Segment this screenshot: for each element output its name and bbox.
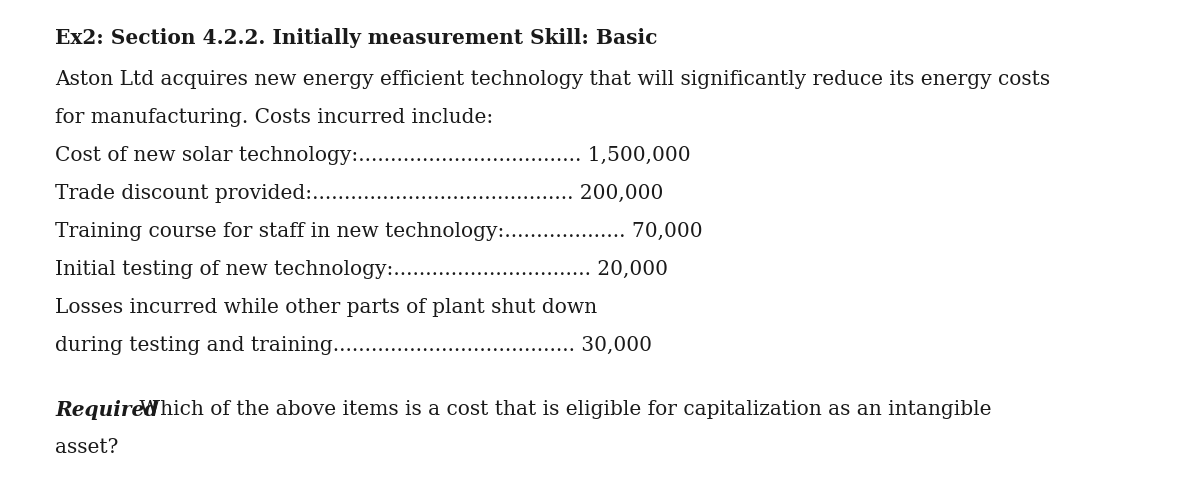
Text: Training course for staff in new technology:................... 70,000: Training course for staff in new technol… xyxy=(55,222,703,241)
Text: Which of the above items is a cost that is eligible for capitalization as an int: Which of the above items is a cost that … xyxy=(133,400,991,419)
Text: asset?: asset? xyxy=(55,438,119,457)
Text: for manufacturing. Costs incurred include:: for manufacturing. Costs incurred includ… xyxy=(55,108,493,127)
Text: Trade discount provided:......................................... 200,000: Trade discount provided:................… xyxy=(55,184,664,203)
Text: Initial testing of new technology:............................... 20,000: Initial testing of new technology:......… xyxy=(55,260,668,279)
Text: Aston Ltd acquires new energy efficient technology that will significantly reduc: Aston Ltd acquires new energy efficient … xyxy=(55,70,1050,89)
Text: during testing and training...................................... 30,000: during testing and training.............… xyxy=(55,336,652,355)
Text: Ex2: Section 4.2.2. Initially measurement Skill: Basic: Ex2: Section 4.2.2. Initially measuremen… xyxy=(55,28,658,48)
Text: Required: Required xyxy=(55,400,158,420)
Text: Losses incurred while other parts of plant shut down: Losses incurred while other parts of pla… xyxy=(55,298,598,317)
Text: Cost of new solar technology:................................... 1,500,000: Cost of new solar technology:...........… xyxy=(55,146,691,165)
